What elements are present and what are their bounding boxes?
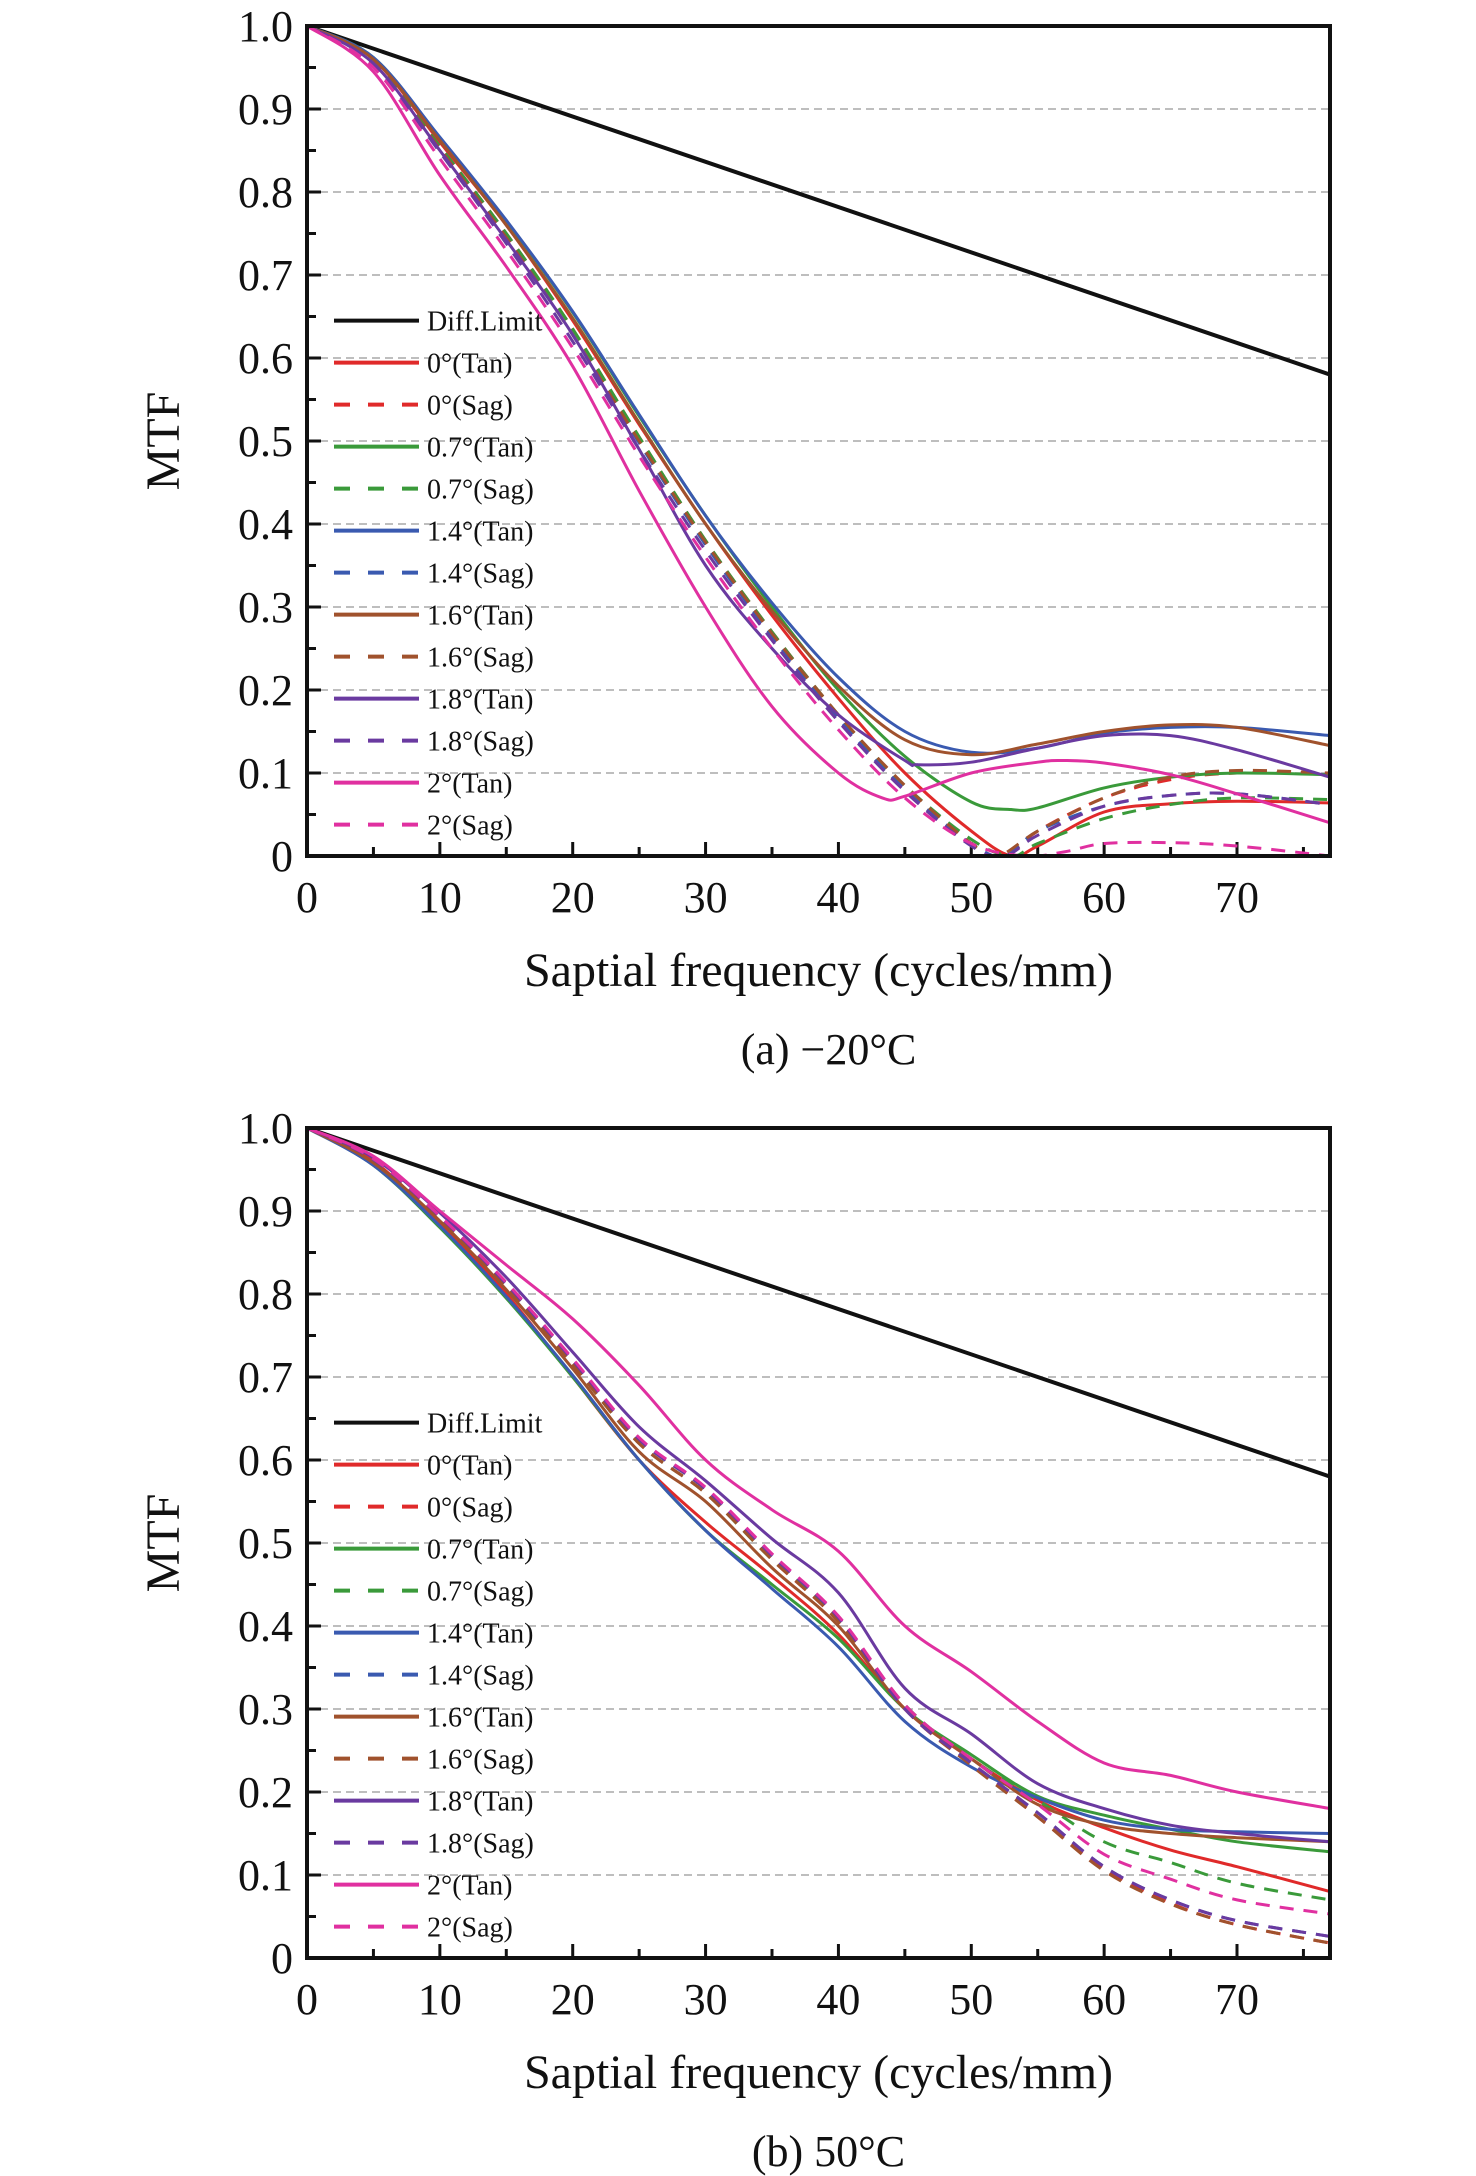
y-axis-title: MTF <box>137 392 190 491</box>
legend-label-8: 1.6°(Sag) <box>427 1745 534 1776</box>
legend-label-1: 0°(Tan) <box>427 349 512 380</box>
series-line-9 <box>307 1128 1330 1844</box>
legend-label-7: 1.6°(Tan) <box>427 601 533 632</box>
plot-frame <box>305 24 1332 858</box>
legend-label-2: 0°(Sag) <box>427 391 513 422</box>
series-line-12 <box>307 26 1330 856</box>
series-line-0 <box>307 26 1330 377</box>
legend-label-3: 0.7°(Tan) <box>427 1535 533 1566</box>
legend-label-0: Diff.Limit <box>427 1409 543 1440</box>
x-tick-label: 40 <box>816 873 860 922</box>
series-line-6 <box>307 26 1330 856</box>
series-line-4 <box>307 1128 1330 1902</box>
x-tick-label: 50 <box>949 1975 993 2024</box>
chart-b-50C: 0 0.1 0.2 0.3 0.4 0.5 0.6 0.7 0.8 0.9 1.0 0 10 20 30 40… <box>137 1104 1332 2176</box>
y-tick-label: 0.3 <box>238 1685 293 1734</box>
y-tick-label: 0.5 <box>238 1519 293 1568</box>
y-tick-label: 0.3 <box>238 583 293 632</box>
y-tick-label: 0.8 <box>238 1270 293 1319</box>
series-line-10 <box>307 26 1330 856</box>
y-tick-label: 1.0 <box>238 2 293 51</box>
y-tick-label: 0.6 <box>238 334 293 383</box>
chart-caption: (b) 50°C <box>752 2127 905 2176</box>
series-line-11 <box>307 26 1330 825</box>
x-axis-title: Saptial frequency (cycles/mm) <box>524 944 1113 997</box>
series-line-1 <box>307 1128 1330 1894</box>
x-tick-label: 40 <box>816 1975 860 2024</box>
x-tick-label: 30 <box>684 873 728 922</box>
legend-label-3: 0.7°(Tan) <box>427 433 533 464</box>
x-tick-label: 60 <box>1082 873 1126 922</box>
x-tick-label: 0 <box>296 1975 318 2024</box>
legend-label-4: 0.7°(Sag) <box>427 475 534 506</box>
legend-label-6: 1.4°(Sag) <box>427 1661 534 1692</box>
y-tick-label: 0 <box>271 1934 293 1983</box>
series-line-7 <box>307 26 1330 757</box>
legend-label-11: 2°(Tan) <box>427 769 512 800</box>
legend-label-9: 1.8°(Tan) <box>427 1787 533 1818</box>
legend: Diff.Limit 0°(Tan) 0°(Sag) 0.7°(Tan) 0.7°(Sa… <box>334 1409 543 1944</box>
legend-label-11: 2°(Tan) <box>427 1871 512 1902</box>
series-line-12 <box>307 1128 1330 1916</box>
legend-label-5: 1.4°(Tan) <box>427 517 533 548</box>
y-tick-label: 0 <box>271 832 293 881</box>
series-line-8 <box>307 26 1330 856</box>
y-tick-label: 0.5 <box>238 417 293 466</box>
x-tick-label: 0 <box>296 873 318 922</box>
series-line-4 <box>307 26 1330 856</box>
legend-label-8: 1.6°(Sag) <box>427 643 534 674</box>
y-tick-label: 0.2 <box>238 666 293 715</box>
x-tick-label: 20 <box>551 873 595 922</box>
y-tick-label: 0.9 <box>238 1187 293 1236</box>
series-line-0 <box>307 1128 1330 1479</box>
legend-label-10: 1.8°(Sag) <box>427 1829 534 1860</box>
legend-label-10: 1.8°(Sag) <box>427 727 534 758</box>
series-line-7 <box>307 1128 1330 1844</box>
chart-a-minus20C: 0 0.1 0.2 0.3 0.4 0.5 0.6 0.7 0.8 0.9 1.0 0 10 20 30 40… <box>137 2 1332 1074</box>
legend-label-9: 1.8°(Tan) <box>427 685 533 716</box>
x-tick-label: 70 <box>1215 873 1259 922</box>
legend: Diff.Limit 0°(Tan) 0°(Sag) 0.7°(Tan) 0.7°(Sa… <box>334 307 543 842</box>
legend-label-12: 2°(Sag) <box>427 1913 513 1944</box>
x-tick-label: 50 <box>949 873 993 922</box>
y-tick-label: 0.2 <box>238 1768 293 1817</box>
y-tick-label: 0.4 <box>238 500 293 549</box>
legend-label-1: 0°(Tan) <box>427 1451 512 1482</box>
legend-label-2: 0°(Sag) <box>427 1493 513 1524</box>
series-line-5 <box>307 1128 1330 1835</box>
y-tick-label: 0.7 <box>238 1353 293 1402</box>
x-tick-label: 70 <box>1215 1975 1259 2024</box>
plot-frame <box>305 1126 1332 1960</box>
legend-label-12: 2°(Sag) <box>427 811 513 842</box>
x-axis-title: Saptial frequency (cycles/mm) <box>524 2046 1113 2099</box>
y-tick-label: 0.1 <box>238 1851 293 1900</box>
series-line-11 <box>307 1128 1330 1811</box>
chart-caption: (a) −20°C <box>741 1025 917 1074</box>
y-tick-label: 0.6 <box>238 1436 293 1485</box>
x-tick-label: 30 <box>684 1975 728 2024</box>
y-tick-label: 1.0 <box>238 1104 293 1153</box>
series-line-3 <box>307 1128 1330 1854</box>
y-tick-label: 0.8 <box>238 168 293 217</box>
legend-label-5: 1.4°(Tan) <box>427 1619 533 1650</box>
legend-label-0: Diff.Limit <box>427 307 543 338</box>
legend-label-4: 0.7°(Sag) <box>427 1577 534 1608</box>
x-tick-label: 20 <box>551 1975 595 2024</box>
y-tick-label: 0.7 <box>238 251 293 300</box>
y-tick-label: 0.1 <box>238 749 293 798</box>
legend-label-6: 1.4°(Sag) <box>427 559 534 590</box>
series-line-5 <box>307 26 1330 755</box>
legend-label-7: 1.6°(Tan) <box>427 1703 533 1734</box>
y-tick-label: 0.9 <box>238 85 293 134</box>
x-tick-label: 10 <box>418 1975 462 2024</box>
x-tick-label: 60 <box>1082 1975 1126 2024</box>
y-axis-title: MTF <box>137 1494 190 1593</box>
y-tick-label: 0.4 <box>238 1602 293 1651</box>
x-tick-label: 10 <box>418 873 462 922</box>
